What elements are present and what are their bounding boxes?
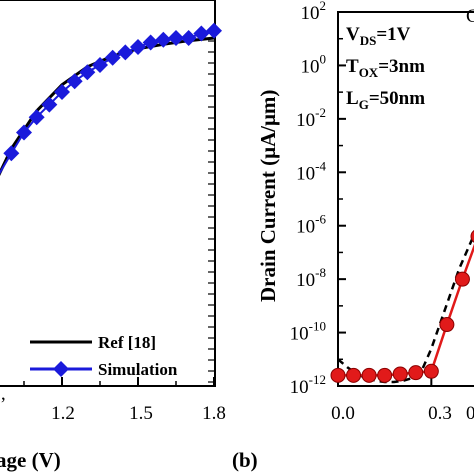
- simulation-circle-point: [408, 365, 424, 381]
- simulation-circle-point: [377, 367, 393, 383]
- x-tick-partial: ’: [0, 394, 6, 415]
- simulation-point: [155, 31, 172, 48]
- simulation-circle-point: [439, 317, 455, 333]
- partial-right-char: C: [466, 6, 474, 27]
- y-tick-label: 10-10: [290, 319, 326, 345]
- simulation-point: [28, 109, 45, 126]
- y-tick-label: 10-8: [296, 265, 326, 291]
- legend-sim-marker: [53, 361, 69, 377]
- simulation-circle-point: [361, 367, 377, 383]
- simulation-circle-point: [346, 367, 362, 383]
- y-tick-label: 10-12: [290, 372, 326, 398]
- simulation-circle-point: [470, 230, 474, 243]
- simulation-point: [130, 39, 146, 55]
- panel-a-ticks: [23, 29, 215, 386]
- legend-sim-label: Simulation: [98, 360, 178, 379]
- simulation-point: [92, 57, 108, 73]
- y-tick-label: 10-2: [296, 105, 326, 131]
- y-axis-title: Drain Current (μA/μm): [256, 90, 280, 302]
- y-tick-label: 10-6: [296, 212, 326, 238]
- simulation-point: [104, 49, 121, 66]
- x-tick-1-5: 1.5: [129, 403, 153, 424]
- y-tick-label: 10-4: [296, 158, 326, 184]
- x-tick-0-3: 0.3: [428, 403, 452, 424]
- simulation-circle-point: [392, 366, 408, 382]
- simulation-circle-point: [454, 271, 470, 287]
- partial-right-tick: 0: [466, 403, 474, 424]
- simulation-point: [66, 73, 83, 90]
- simulation-point: [54, 84, 70, 100]
- simulation-circle-point: [423, 363, 439, 379]
- panel-a-frame: [0, 0, 216, 387]
- simulation-point: [168, 30, 184, 46]
- annotation-vds: VDS=1V: [346, 24, 411, 48]
- panel-a-series: [0, 22, 222, 176]
- x-tick-0-0: 0.0: [331, 403, 355, 424]
- panel-b-label: (b): [232, 448, 258, 472]
- annotation-tox: TOX=3nm: [346, 56, 425, 80]
- simulation-point: [206, 22, 222, 39]
- simulation-point: [79, 64, 96, 81]
- annotation-lg: LG=50nm: [346, 88, 425, 112]
- x-axis-title: age (V): [0, 448, 61, 472]
- simulation-point: [193, 25, 210, 42]
- simulation-point: [16, 124, 32, 141]
- panel-b: (b) Drain Current (μA/μm) 102 100 10-2 10-4…: [232, 0, 474, 472]
- simulation-point: [180, 30, 197, 46]
- y-tick-label: 102: [301, 0, 327, 24]
- simulation-circle-point: [330, 367, 346, 383]
- simulation-point: [142, 34, 159, 51]
- simulation-point: [3, 145, 20, 162]
- panel-a-legend: Ref [18] Simulation: [30, 333, 178, 379]
- panel-b-series: [330, 230, 474, 384]
- series-simulation-red-line: [338, 243, 474, 377]
- panel-b-y-tick-labels: 102 100 10-2 10-4 10-6 10-8 10-10 10-12: [290, 0, 327, 398]
- y-tick-label: 100: [301, 51, 327, 77]
- x-tick-1-2: 1.2: [51, 403, 75, 424]
- x-tick-1-8: 1.8: [202, 403, 226, 424]
- legend-ref-label: Ref [18]: [98, 333, 156, 352]
- panel-a: Ref [18] Simulation ’ 1.2 1.5 1.8 age (V…: [0, 0, 226, 472]
- simulation-point: [117, 44, 134, 61]
- simulation-point: [41, 96, 58, 113]
